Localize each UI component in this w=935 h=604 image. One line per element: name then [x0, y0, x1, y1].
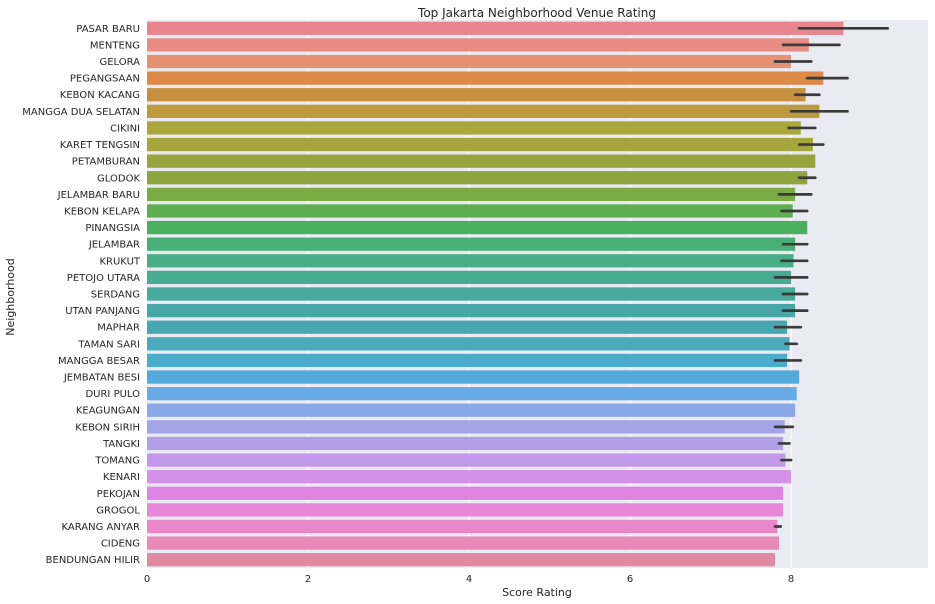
- category-label: KEAGUNGAN: [76, 406, 140, 417]
- bar: [147, 386, 797, 401]
- x-tick-label: 8: [788, 574, 794, 585]
- bar: [147, 38, 809, 52]
- category-label: KARET TENGSIN: [60, 140, 140, 151]
- bar: [147, 88, 806, 102]
- category-label: BENDUNGAN HILIR: [46, 555, 140, 566]
- bar: [147, 436, 784, 451]
- bar: [147, 171, 808, 185]
- x-axis-label: Score Rating: [502, 586, 572, 599]
- bar: [147, 187, 796, 202]
- bar: [147, 370, 800, 384]
- bar: [147, 403, 796, 417]
- chart-title: Top Jakarta Neighborhood Venue Rating: [417, 6, 656, 20]
- bar: [147, 137, 813, 152]
- category-label: CIDENG: [101, 539, 140, 550]
- bar: [147, 287, 796, 301]
- category-label: UTAN PANJANG: [65, 306, 140, 317]
- bar: [147, 553, 776, 567]
- x-tick-labels: 0 2 4 6 8: [144, 574, 794, 585]
- category-label: MENTENG: [90, 40, 140, 51]
- category-labels: PASAR BARU MENTENG GELORA PEGANGSAAN KEBON K…: [22, 24, 141, 566]
- bar: [147, 270, 792, 285]
- category-label: KARANG ANYAR: [62, 522, 141, 533]
- category-label: MANGGA DUA SELATAN: [22, 107, 140, 118]
- bar: [147, 353, 788, 368]
- bar: [147, 536, 780, 550]
- category-label: PEGANGSAAN: [70, 74, 140, 85]
- category-label: KEBON SIRIH: [75, 422, 140, 433]
- bar: [147, 154, 816, 168]
- bar: [147, 237, 796, 251]
- x-tick-label: 6: [627, 574, 633, 585]
- category-label: SERDANG: [91, 290, 140, 301]
- bar: [147, 21, 844, 35]
- bar: [147, 420, 785, 434]
- category-label: JELAMBAR BARU: [57, 190, 140, 201]
- category-label: CIKINI: [110, 123, 140, 134]
- category-label: GROGOL: [96, 505, 140, 516]
- category-label: JEMBATAN BESI: [63, 373, 140, 384]
- y-axis-label: Neighborhood: [4, 258, 17, 335]
- category-label: MANGGA BESAR: [58, 356, 140, 367]
- x-tick-label: 4: [466, 574, 472, 585]
- category-label: KEBON KELAPA: [64, 206, 140, 217]
- bar: [147, 503, 784, 517]
- bar: [147, 303, 796, 318]
- category-label: MAPHAR: [97, 323, 140, 334]
- category-label: GLODOK: [97, 173, 140, 184]
- category-label: TANGKI: [102, 439, 140, 450]
- bar: [147, 470, 792, 484]
- bar: [147, 254, 794, 268]
- bar: [147, 519, 778, 534]
- category-label: JELAMBAR: [88, 240, 140, 251]
- bar: [147, 486, 784, 500]
- bar: [147, 104, 820, 118]
- category-label: PETAMBURAN: [72, 157, 140, 168]
- bar: [147, 337, 790, 351]
- category-label: GELORA: [99, 57, 140, 68]
- category-label: PASAR BARU: [76, 24, 140, 35]
- category-label: TOMANG: [94, 456, 140, 467]
- bar: [147, 320, 788, 334]
- category-label: TAMAN SARI: [77, 339, 140, 350]
- x-tick-label: 0: [144, 574, 150, 585]
- category-label: PETOJO UTARA: [67, 273, 140, 284]
- bar: [147, 453, 786, 467]
- category-label: KRUKUT: [99, 256, 140, 267]
- bar: [147, 71, 824, 85]
- bars: [147, 21, 844, 567]
- category-label: KENARI: [103, 472, 140, 483]
- bar: [147, 54, 792, 69]
- error-bars: [773, 26, 890, 528]
- x-tick-label: 2: [305, 574, 311, 585]
- bar: [147, 220, 808, 235]
- category-label: PINANGSIA: [85, 223, 140, 234]
- category-label: KEBON KACANG: [60, 90, 140, 101]
- bar: [147, 204, 793, 218]
- category-label: DURI PULO: [85, 389, 140, 400]
- category-label: PEKOJAN: [97, 489, 140, 500]
- bar: [147, 121, 801, 135]
